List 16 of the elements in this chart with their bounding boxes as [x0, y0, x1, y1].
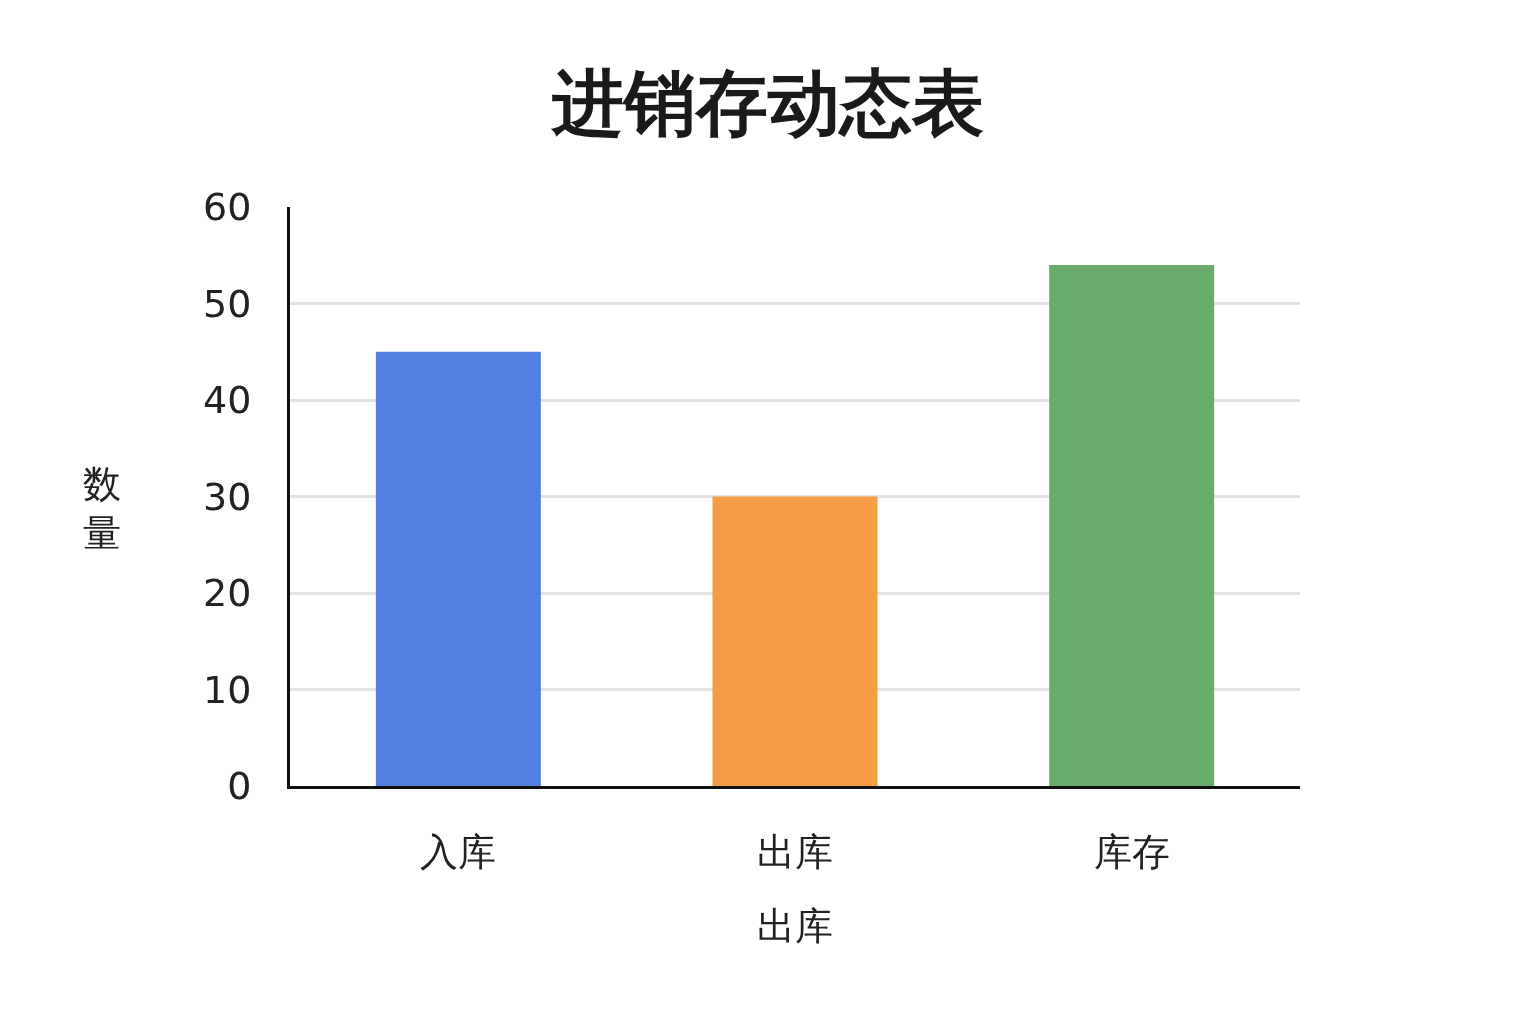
y-tick-label: 0 [227, 764, 252, 809]
y-tick-label: 40 [203, 378, 252, 423]
y-tick-label: 30 [203, 474, 252, 519]
bar [375, 351, 541, 786]
x-tick-label: 库存 [1093, 829, 1170, 874]
x-axis-title: 出库 [757, 903, 833, 948]
y-axis-title: 数量 [82, 461, 121, 555]
x-tick-label: 入库 [420, 829, 497, 874]
y-tick-label: 60 [203, 185, 252, 230]
y-tick-label: 20 [203, 571, 252, 616]
y-tick-label: 50 [203, 281, 252, 326]
x-tick-label: 出库 [757, 829, 833, 874]
bar [712, 496, 878, 786]
chart-title: 进销存动态表 [550, 60, 984, 145]
bar [1049, 264, 1215, 786]
y-tick-label: 10 [203, 667, 252, 712]
